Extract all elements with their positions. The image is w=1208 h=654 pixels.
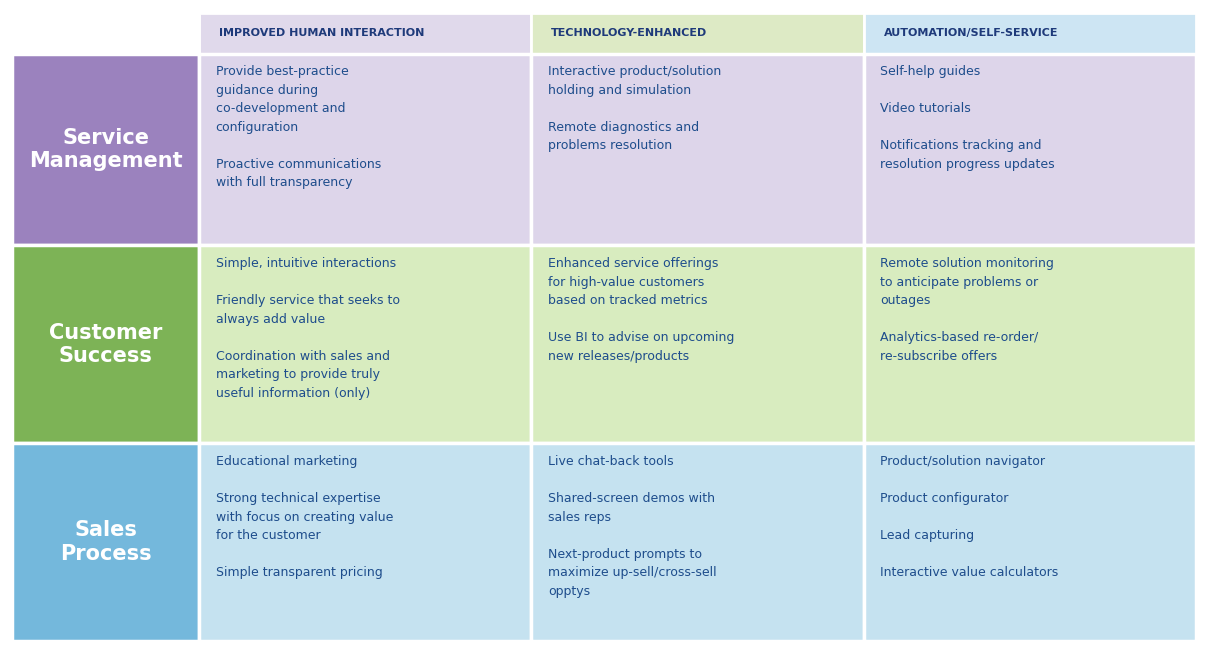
Bar: [199, 54, 532, 245]
Bar: [532, 245, 864, 443]
Text: Educational marketing

Strong technical expertise
with focus on creating value
f: Educational marketing Strong technical e…: [216, 455, 393, 579]
Bar: [12, 443, 199, 641]
Bar: [532, 54, 864, 245]
Bar: [199, 245, 532, 443]
Text: Enhanced service offerings
for high-value customers
based on tracked metrics

Us: Enhanced service offerings for high-valu…: [548, 257, 734, 363]
Bar: [864, 245, 1196, 443]
Bar: [12, 245, 199, 443]
Bar: [532, 13, 864, 54]
Text: Product/solution navigator

Product configurator

Lead capturing

Interactive va: Product/solution navigator Product confi…: [881, 455, 1058, 579]
Bar: [199, 13, 532, 54]
Bar: [864, 54, 1196, 245]
Text: Simple, intuitive interactions

Friendly service that seeks to
always add value
: Simple, intuitive interactions Friendly …: [216, 257, 400, 400]
Text: Self-help guides

Video tutorials

Notifications tracking and
resolution progres: Self-help guides Video tutorials Notific…: [881, 65, 1055, 171]
Text: Sales
Process: Sales Process: [59, 521, 151, 564]
Text: Customer
Success: Customer Success: [48, 322, 162, 366]
Text: IMPROVED HUMAN INTERACTION: IMPROVED HUMAN INTERACTION: [219, 29, 424, 39]
Bar: [12, 13, 199, 54]
Bar: [199, 443, 532, 641]
Bar: [864, 443, 1196, 641]
Text: TECHNOLOGY-ENHANCED: TECHNOLOGY-ENHANCED: [551, 29, 708, 39]
Text: AUTOMATION/SELF-SERVICE: AUTOMATION/SELF-SERVICE: [883, 29, 1058, 39]
Text: Service
Management: Service Management: [29, 128, 182, 171]
Text: Interactive product/solution
holding and simulation

Remote diagnostics and
prob: Interactive product/solution holding and…: [548, 65, 721, 152]
Text: Remote solution monitoring
to anticipate problems or
outages

Analytics-based re: Remote solution monitoring to anticipate…: [881, 257, 1055, 363]
Bar: [864, 13, 1196, 54]
Text: Provide best-practice
guidance during
co-development and
configuration

Proactiv: Provide best-practice guidance during co…: [216, 65, 381, 190]
Bar: [12, 54, 199, 245]
Text: Live chat-back tools

Shared-screen demos with
sales reps

Next-product prompts : Live chat-back tools Shared-screen demos…: [548, 455, 716, 598]
Bar: [532, 443, 864, 641]
